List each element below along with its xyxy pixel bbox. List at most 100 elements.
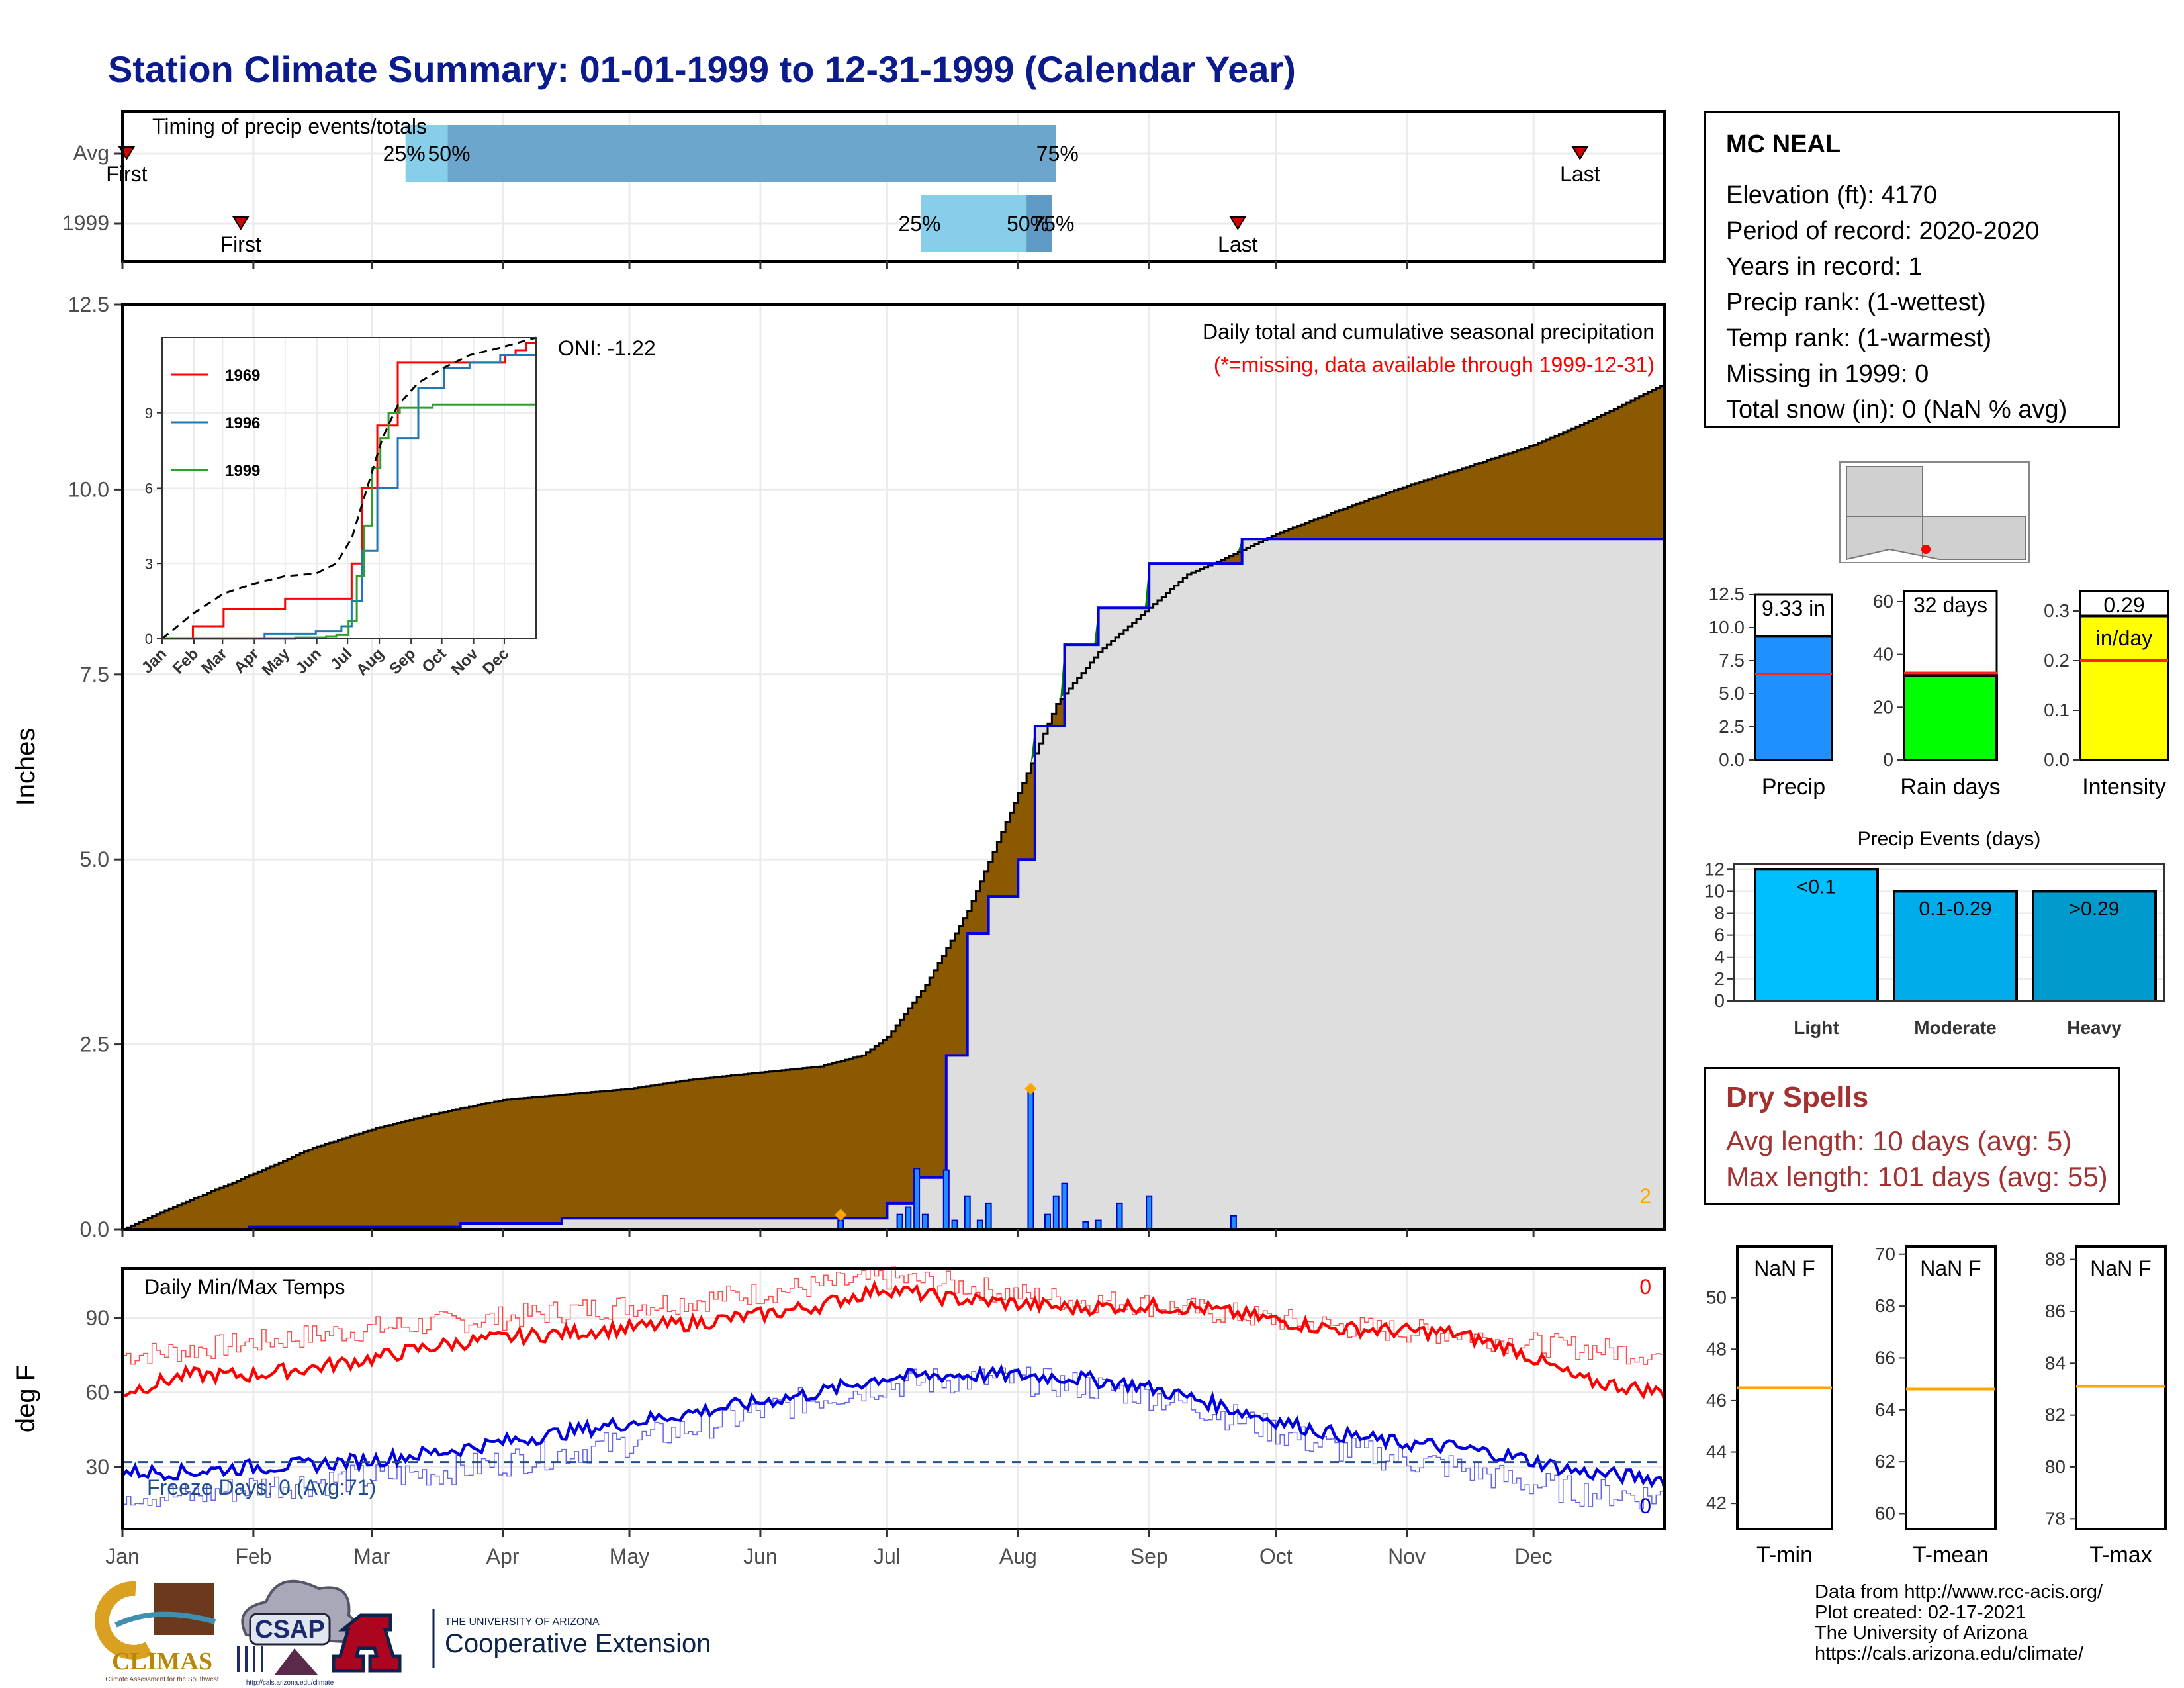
events-ytick-label: 0	[1714, 990, 1725, 1011]
intensity-value-bar	[2079, 614, 2169, 761]
precip-event-bar-label: >0.29	[2070, 898, 2120, 919]
rain_days-summary-chart: 0 20 40 60 32 days Rain days	[1873, 590, 2001, 800]
inset-legend-label: 1969	[225, 367, 260, 385]
month-xtick-label: Aug	[999, 1544, 1037, 1568]
page-title: Station Climate Summary: 01-01-1999 to 1…	[108, 48, 1296, 90]
month-xtick-label: May	[610, 1544, 649, 1568]
ua-logo-big: Cooperative Extension	[445, 1629, 711, 1658]
precip-event-category: Moderate	[1914, 1017, 1996, 1038]
temp-top-count: 0	[1639, 1275, 1651, 1299]
tmin-1999-line	[121, 1364, 1666, 1489]
tmean_box-ytick-label: 64	[1875, 1399, 1895, 1420]
tmin_box-ytick-label: 44	[1706, 1442, 1727, 1462]
climas-logo-subtext: Climate Assessment for the Southwest	[105, 1676, 218, 1683]
inset-series-line	[162, 338, 537, 640]
inset-legend-label: 1999	[225, 462, 260, 480]
daily-precip-bar	[1095, 1219, 1102, 1230]
tmean_box-title: T-mean	[1913, 1542, 1989, 1568]
daily-precip-bar	[921, 1213, 929, 1230]
tmean_box-summary-chart: 60 62 64 66 68 70 NaN F T-mean	[1875, 1244, 1997, 1568]
events-border	[1733, 863, 2165, 1002]
precip-ylabel: Inches	[11, 728, 40, 806]
month-xtick-label: Jun	[743, 1544, 778, 1568]
tmax_box-value-label: NaN F	[2090, 1256, 2151, 1280]
tmax_box-ytick-label: 88	[2045, 1249, 2066, 1270]
daily-precip-bar	[913, 1168, 921, 1231]
tmax_box-ytick-label: 86	[2045, 1301, 2066, 1321]
temp-ytick-label: 90	[85, 1306, 109, 1330]
tmin_box-ytick-label: 42	[1706, 1493, 1727, 1513]
inset-ytick-label: 6	[145, 481, 153, 497]
precip-marker-diamond	[1024, 1082, 1037, 1095]
timing-row-label: 1999	[62, 211, 109, 235]
events-ytick-label: 6	[1714, 925, 1725, 945]
month-xtick-label: Apr	[486, 1544, 520, 1568]
timing-label-last: Last	[1560, 162, 1600, 186]
precip_summary-ytick-label: 0.0	[1719, 749, 1745, 770]
precip-panel-border	[121, 303, 1666, 1231]
precip_summary-value-bar	[1754, 635, 1833, 762]
precip-event-category: Heavy	[2067, 1017, 2122, 1038]
temp-panel-border	[121, 1267, 1666, 1530]
intensity-ytick-label: 0.0	[2044, 749, 2070, 770]
temperature-panel: 30 60 90 Daily Min/Max Temps 0 Freeze Days: 0…	[11, 1266, 1666, 1568]
precip-ytick-label: 2.5	[80, 1033, 109, 1056]
tmax_box-title: T-max	[2089, 1542, 2152, 1568]
month-xtick-label: Nov	[1388, 1544, 1426, 1568]
month-xtick-label: Jul	[874, 1544, 901, 1568]
climas-logo-text: CLIMAS	[112, 1648, 212, 1675]
timing-marker-last	[1229, 216, 1247, 230]
tmax_box-summary-chart: 78 80 82 84 86 88 NaN F T-max	[2045, 1245, 2167, 1568]
inset-border	[161, 337, 537, 639]
tmin_box-ytick-label: 46	[1706, 1390, 1727, 1411]
timing-label-p75: 75%	[1036, 142, 1079, 165]
month-xtick-label: Sep	[1130, 1544, 1168, 1568]
daily-precip-bar	[976, 1219, 983, 1230]
rain_days-value-bar	[1903, 674, 1998, 761]
precip-event-category: Light	[1794, 1017, 1839, 1038]
precip_summary-ytick-label: 5.0	[1719, 683, 1745, 704]
precip-ytick-label: 10.0	[68, 477, 109, 501]
tmin_box-summary-chart: 42 44 46 48 50 NaN F T-min	[1706, 1245, 1833, 1568]
tmean_box-ytick-label: 70	[1875, 1244, 1895, 1264]
timing-label-p25: 25%	[898, 212, 940, 236]
station-snow: Total snow (in): 0 (NaN % avg)	[1726, 396, 2068, 424]
events-ytick-label: 10	[1704, 880, 1725, 901]
tmean_box-ytick-label: 60	[1875, 1503, 1895, 1523]
rain_days-ytick-label: 20	[1873, 696, 1893, 717]
intensity-ytick-label: 0.1	[2044, 700, 2070, 720]
daily-precip-bar	[1230, 1215, 1237, 1230]
logo-csap: CSAP http://cals.arizona.edu/climate	[237, 1579, 357, 1687]
ua-logo-small: THE UNIVERSITY OF ARIZONA	[445, 1617, 600, 1628]
precip-chart-subtitle: (*=missing, data available through 1999-…	[1214, 353, 1655, 377]
precip_summary-ytick-label: 7.5	[1719, 650, 1745, 671]
intensity-ytick-label: 0.3	[2044, 600, 2070, 621]
csap-logo-text: CSAP	[255, 1616, 325, 1644]
locator-map	[1839, 461, 2030, 563]
timing-panel-border	[121, 110, 1666, 263]
timing-bar-q2	[447, 125, 1056, 182]
daily-precip-bar	[837, 1219, 844, 1230]
station-missing: Missing in 1999: 0	[1726, 360, 1929, 388]
tmin_box-title: T-min	[1756, 1542, 1813, 1568]
rain_days-ytick-label: 60	[1873, 591, 1893, 612]
credits: Data from http://www.rcc-acis.org/ Plot …	[1815, 1582, 2103, 1664]
precip-ytick-label: 5.0	[80, 847, 109, 871]
intensity-title: Intensity	[2082, 774, 2166, 800]
month-xtick-label: Dec	[1515, 1544, 1553, 1568]
tmin_box-value-label: NaN F	[1754, 1256, 1815, 1280]
daily-precip-bar	[1146, 1195, 1153, 1231]
precip_summary-title: Precip	[1762, 774, 1825, 800]
daily-precip-bar	[985, 1202, 992, 1231]
credit-university: The University of Arizona	[1815, 1622, 2028, 1644]
inset-series-line	[162, 403, 536, 640]
daily-precip-bar	[951, 1219, 958, 1230]
daily-precip-bar	[896, 1213, 903, 1230]
timing-row-label: Avg	[73, 141, 109, 165]
daily-precip-bar	[1061, 1182, 1068, 1230]
station-period: Period of record: 2020-2020	[1726, 217, 2040, 245]
timing-bar-q1	[405, 125, 448, 182]
tmean_box-ytick-label: 62	[1875, 1451, 1895, 1472]
normal-cumulative-line	[122, 385, 1664, 1231]
